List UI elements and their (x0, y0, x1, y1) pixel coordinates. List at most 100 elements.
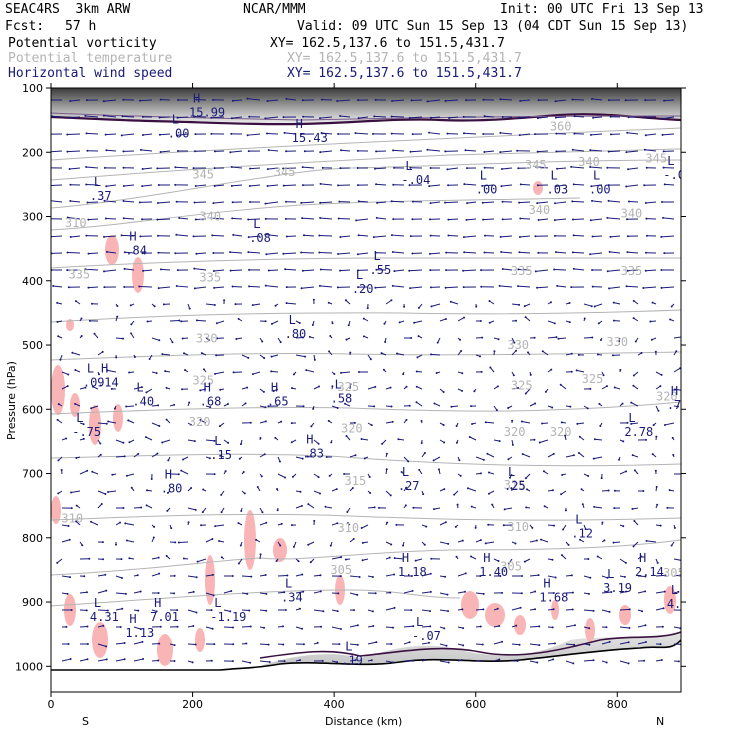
y-tick-label: 700 (22, 468, 43, 481)
wind-vector-head (156, 202, 159, 205)
wind-vector-head (534, 402, 537, 405)
wind-vector-head (331, 322, 334, 325)
wind-vector (175, 166, 189, 169)
wind-vector-head (103, 166, 106, 169)
wind-vector (664, 183, 675, 186)
wind-vector-head (625, 470, 628, 473)
extremum-value: -.07 (412, 629, 441, 643)
wind-vector (499, 285, 513, 288)
wind-vector (213, 269, 225, 272)
wind-vector (415, 558, 423, 562)
wind-vector (61, 524, 69, 527)
wind-vector-head (518, 116, 521, 119)
wind-vector (213, 201, 225, 204)
field-xy-pv: XY= 162.5,137.6 to 151.5,431.7 (270, 36, 505, 51)
wind-vector-head (111, 473, 114, 476)
wind-vector-head (466, 202, 469, 205)
wind-vector-head (632, 299, 635, 302)
wind-vector (673, 574, 681, 577)
wind-vector-head (338, 200, 341, 203)
wind-vector (230, 150, 243, 153)
wind-vector (429, 132, 441, 135)
wind-vector (268, 149, 279, 152)
wind-vector-head (662, 150, 665, 153)
wind-vector (627, 132, 639, 135)
y-tick-label: 400 (22, 275, 43, 288)
wind-vector-head (229, 151, 232, 154)
wind-vector-head (263, 357, 266, 360)
wind-vector-head (337, 252, 340, 255)
extremum-type: H (129, 612, 136, 626)
x-tick-label: 0 (48, 698, 55, 711)
wind-vector-head (290, 441, 293, 444)
wind-vector (301, 201, 315, 204)
wind-vector-head (429, 167, 432, 170)
wind-vector (70, 235, 81, 238)
wind-vector (465, 149, 477, 152)
wind-vector-head (627, 200, 630, 203)
wind-vector-head (69, 99, 72, 102)
wind-vector (265, 233, 279, 237)
wind-vector-head (337, 217, 340, 220)
wind-vector (320, 150, 333, 153)
wind-vector-head (415, 385, 418, 388)
wind-vector (430, 116, 441, 119)
wind-vector-head (333, 372, 336, 375)
wind-vector (331, 405, 338, 409)
x-tick-label: 200 (182, 698, 203, 711)
wind-vector-head (345, 435, 348, 438)
wind-vector-head (498, 284, 501, 287)
wind-vector-head (437, 468, 440, 471)
wind-vector-head (605, 661, 608, 664)
wind-vector-head (429, 116, 432, 119)
wind-vector (277, 473, 286, 478)
wind-vector (519, 251, 531, 254)
wind-vector-head (411, 218, 414, 221)
wind-vector (429, 184, 441, 187)
wind-vector-head (247, 218, 250, 221)
wind-vector-head (488, 471, 491, 474)
wind-vector (286, 235, 297, 238)
wind-vector (560, 384, 567, 390)
wind-vector-head (285, 150, 288, 153)
wind-vector (661, 235, 675, 238)
wind-vector-head (85, 132, 88, 135)
wind-vector-head (264, 420, 267, 423)
wind-vector-head (626, 235, 629, 238)
wind-vector-head (305, 369, 308, 372)
wind-vector-head (235, 337, 238, 340)
wind-vector-head (226, 403, 229, 406)
wind-vector (613, 541, 621, 544)
wind-vector-head (409, 287, 412, 290)
wind-vector-head (123, 641, 126, 644)
wind-vector (571, 166, 585, 169)
wind-vector (88, 286, 99, 289)
x-axis-label: Distance (km) (325, 715, 402, 728)
wind-vector (467, 487, 477, 492)
wind-vector-head (195, 98, 198, 101)
extremum-type: L (667, 154, 674, 168)
wind-vector-head (105, 658, 108, 661)
wind-vector-head (442, 423, 445, 426)
wind-vector-head (84, 114, 87, 117)
wind-vector-head (496, 385, 499, 388)
wind-vector-head (408, 404, 411, 407)
wind-vector-head (97, 373, 100, 376)
wind-vector (572, 149, 585, 152)
wind-vector-head (230, 117, 233, 120)
wind-vector-head (175, 134, 178, 137)
wind-vector-head (625, 151, 628, 154)
wind-vector-head (237, 317, 240, 320)
wind-vector-head (670, 305, 673, 308)
wind-vector-head (562, 528, 565, 531)
wind-vector-head (560, 554, 563, 557)
wind-vector-head (74, 402, 77, 405)
wind-vector-head (66, 216, 69, 219)
wind-vector-head (413, 321, 416, 324)
wind-vector-head (577, 353, 580, 356)
wind-vector (67, 217, 81, 220)
wind-vector (565, 454, 575, 458)
wind-vector-head (536, 202, 539, 205)
wind-vector-head (411, 252, 414, 255)
wind-vector (79, 470, 88, 475)
